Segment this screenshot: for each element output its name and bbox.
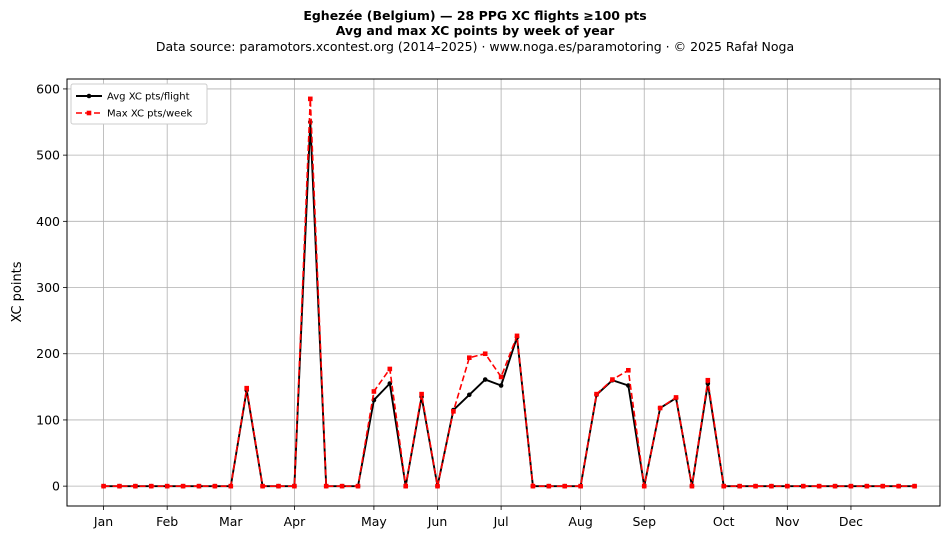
data-point-max bbox=[419, 391, 424, 397]
data-point-max bbox=[228, 483, 234, 489]
data-point-max bbox=[626, 367, 631, 373]
data-point-max bbox=[912, 483, 917, 489]
data-point-max bbox=[514, 333, 520, 339]
data-point-max bbox=[212, 483, 218, 489]
data-point-max bbox=[721, 483, 727, 489]
data-point-max bbox=[307, 96, 313, 102]
data-point-max bbox=[705, 377, 711, 383]
data-point-max bbox=[610, 377, 615, 382]
data-point-max bbox=[562, 483, 568, 489]
chart-subtitle: Avg and max XC points by week of year bbox=[335, 23, 615, 38]
y-tick-label: 100 bbox=[36, 412, 60, 427]
legend-marker-avg bbox=[86, 93, 92, 99]
y-axis-title: XC points bbox=[10, 261, 25, 322]
data-point-max bbox=[482, 351, 488, 357]
data-point-max bbox=[133, 483, 138, 489]
legend-label-max: Max XC pts/week bbox=[107, 109, 192, 120]
data-point-max bbox=[276, 483, 281, 489]
data-point-max bbox=[498, 374, 504, 380]
x-tick-label: Jun bbox=[427, 514, 448, 529]
y-tick-label: 0 bbox=[52, 479, 60, 494]
data-point-avg bbox=[467, 392, 472, 398]
chart-source-line: Data source: paramotors.xcontest.org (20… bbox=[155, 39, 795, 54]
data-point-max bbox=[769, 483, 774, 489]
data-point-max bbox=[737, 483, 742, 489]
data-point-max bbox=[880, 483, 886, 489]
series-line-max bbox=[103, 98, 915, 487]
data-point-max bbox=[832, 483, 838, 489]
data-point-max bbox=[355, 483, 361, 489]
data-point-max bbox=[387, 366, 393, 372]
data-point-max bbox=[244, 385, 249, 391]
x-tick-label: Feb bbox=[156, 514, 178, 529]
data-point-max bbox=[816, 483, 822, 489]
y-tick-label: 400 bbox=[36, 214, 60, 229]
x-tick-label: Jul bbox=[493, 514, 509, 529]
data-point-max bbox=[848, 483, 854, 489]
data-point-max bbox=[467, 355, 472, 361]
data-point-max bbox=[403, 483, 409, 489]
data-point-max bbox=[164, 483, 170, 489]
legend-box bbox=[70, 83, 208, 125]
data-point-max bbox=[800, 483, 806, 489]
legend-marker-max bbox=[86, 110, 92, 116]
chart-title: Eghezée (Belgium) — 28 PPG XC flights ≥1… bbox=[303, 8, 647, 23]
data-point-max bbox=[451, 409, 456, 414]
x-tick-label: Nov bbox=[775, 514, 800, 529]
data-point-max bbox=[196, 483, 202, 489]
data-point-max bbox=[753, 483, 758, 489]
x-tick-label: Oct bbox=[713, 514, 735, 529]
data-point-max bbox=[641, 483, 647, 489]
data-point-max bbox=[785, 483, 790, 489]
data-point-max bbox=[101, 483, 106, 489]
data-point-max bbox=[292, 483, 297, 489]
data-point-max bbox=[117, 483, 122, 489]
data-point-max bbox=[339, 483, 345, 489]
data-point-max bbox=[260, 483, 265, 489]
data-point-max bbox=[546, 483, 552, 489]
legend: Avg XC pts/flight Max XC pts/week bbox=[70, 83, 208, 125]
data-point-max bbox=[323, 483, 329, 489]
series-layer bbox=[101, 96, 917, 489]
y-tick-label: 600 bbox=[36, 81, 60, 96]
data-point-max bbox=[673, 395, 679, 400]
data-point-max bbox=[578, 483, 583, 489]
chart-title-block: Eghezée (Belgium) — 28 PPG XC flights ≥1… bbox=[0, 8, 950, 55]
x-tick-label: May bbox=[361, 514, 387, 529]
data-point-avg bbox=[498, 383, 504, 388]
data-point-max bbox=[371, 389, 377, 394]
data-point-max bbox=[180, 483, 186, 489]
x-tick-label: Dec bbox=[839, 514, 863, 529]
x-tick-label: Apr bbox=[284, 514, 306, 529]
legend-label-avg: Avg XC pts/flight bbox=[107, 92, 190, 103]
y-tick-label: 500 bbox=[36, 148, 60, 163]
y-tick-label: 300 bbox=[36, 280, 60, 295]
x-tick-label: Sep bbox=[632, 514, 656, 529]
grid-layer bbox=[67, 79, 940, 506]
y-tick-label: 200 bbox=[36, 346, 60, 361]
data-point-max bbox=[864, 483, 870, 489]
data-point-max bbox=[594, 391, 599, 397]
data-point-avg bbox=[482, 377, 488, 382]
x-tick-label: Mar bbox=[219, 514, 243, 529]
plot-frame bbox=[66, 78, 941, 507]
data-point-max bbox=[435, 483, 440, 489]
series-line-avg bbox=[103, 121, 915, 488]
data-point-max bbox=[148, 483, 154, 489]
data-point-max bbox=[896, 483, 901, 489]
x-tick-label: Aug bbox=[568, 514, 592, 529]
data-point-max bbox=[689, 483, 695, 489]
axis-layer: 0 100 200 300 400 500 600 Jan Feb Mar Apr May Jun Jul… bbox=[36, 81, 863, 529]
x-tick-label: Jan bbox=[93, 514, 113, 529]
data-point-max bbox=[657, 405, 663, 411]
data-point-max bbox=[530, 483, 536, 489]
